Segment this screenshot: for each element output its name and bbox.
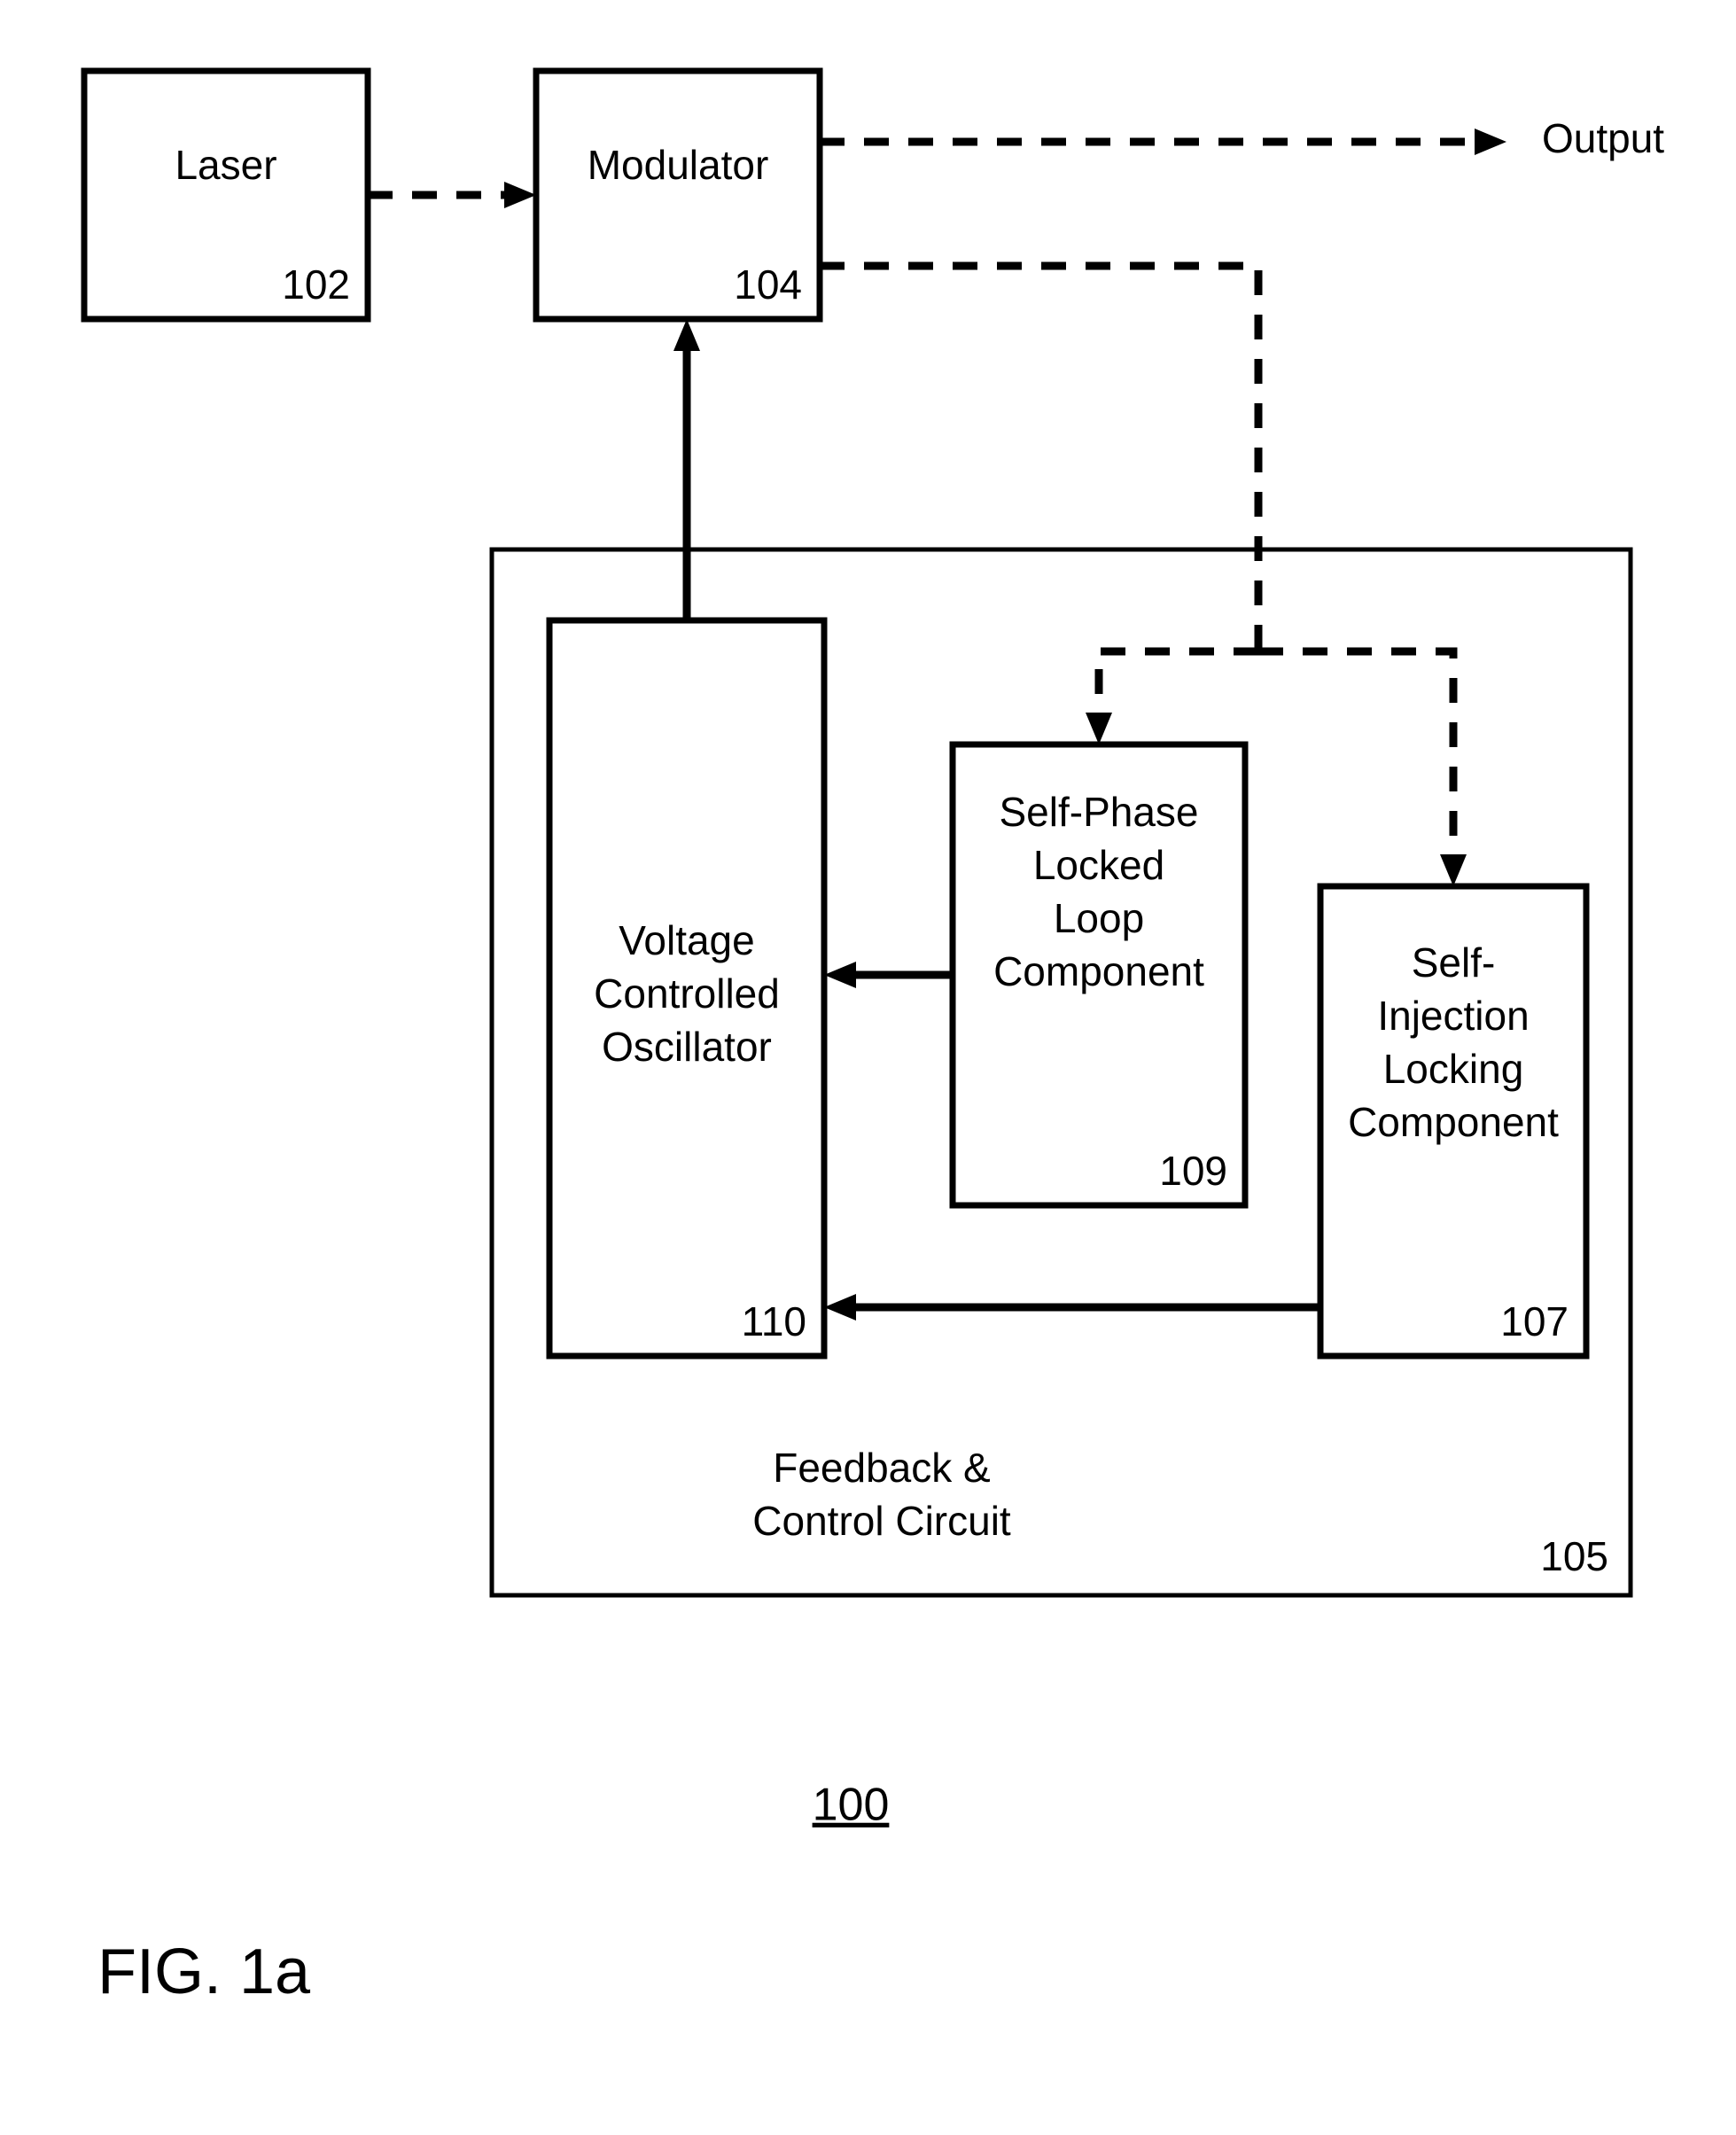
svg-text:Loop: Loop bbox=[1054, 895, 1144, 941]
svg-text:105: 105 bbox=[1540, 1533, 1608, 1579]
svg-text:Component: Component bbox=[993, 948, 1204, 994]
svg-text:109: 109 bbox=[1159, 1148, 1227, 1194]
svg-text:110: 110 bbox=[742, 1298, 806, 1344]
svg-text:Laser: Laser bbox=[175, 142, 276, 188]
svg-text:Modulator: Modulator bbox=[588, 142, 769, 188]
svg-text:Locking: Locking bbox=[1383, 1046, 1524, 1092]
svg-text:Voltage: Voltage bbox=[619, 917, 754, 963]
svg-text:Output: Output bbox=[1542, 115, 1664, 161]
svg-text:104: 104 bbox=[734, 261, 802, 308]
svg-text:Oscillator: Oscillator bbox=[602, 1024, 772, 1070]
svg-text:Self-Phase: Self-Phase bbox=[999, 789, 1198, 835]
svg-text:Locked: Locked bbox=[1033, 842, 1164, 888]
svg-text:Self-: Self- bbox=[1412, 939, 1496, 986]
svg-text:Control Circuit: Control Circuit bbox=[752, 1498, 1011, 1544]
svg-text:FIG. 1a: FIG. 1a bbox=[97, 1936, 311, 2007]
svg-text:Component: Component bbox=[1348, 1099, 1559, 1145]
svg-text:Feedback &: Feedback & bbox=[773, 1445, 990, 1491]
svg-text:100: 100 bbox=[813, 1780, 890, 1831]
svg-text:107: 107 bbox=[1500, 1298, 1569, 1344]
svg-text:Injection: Injection bbox=[1377, 993, 1529, 1039]
svg-text:Controlled: Controlled bbox=[594, 970, 780, 1017]
svg-text:102: 102 bbox=[282, 261, 350, 308]
